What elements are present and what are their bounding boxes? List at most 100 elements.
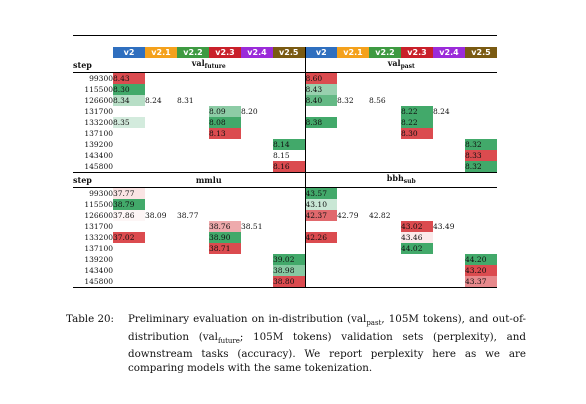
value-cell [433, 117, 465, 128]
value-cell [145, 73, 177, 85]
value-cell [209, 95, 241, 106]
value-cell [177, 128, 209, 139]
value-cell [465, 106, 497, 117]
value-cell [369, 254, 401, 265]
step-value: 133200 [84, 233, 113, 242]
value-cell [209, 210, 241, 221]
value-cell: 42.37 [305, 210, 337, 221]
table-row: 115500 38.79 43.10 [73, 199, 497, 210]
value-cell [369, 276, 401, 288]
value-cell: 8.60 [305, 72, 337, 84]
table-row: 133200 8.35 8.08 8.38 8.22 [73, 117, 497, 128]
value-cell [177, 221, 209, 232]
value-cell [209, 139, 241, 150]
value-cell [177, 106, 209, 117]
value-cell: 43.10 [305, 199, 337, 210]
value-cell: 8.16 [273, 161, 306, 173]
metric-name: mmlu [195, 174, 222, 185]
value-cell [145, 161, 177, 173]
value-cell: 43.57 [305, 187, 337, 199]
value-cell [465, 243, 497, 254]
value-cell: 8.22 [401, 117, 433, 128]
value-cell: 8.31 [177, 96, 194, 105]
value-cell [369, 232, 401, 243]
metric-subscript: past [400, 63, 415, 70]
value-cell [369, 106, 401, 117]
value-cell [401, 95, 433, 106]
value-cell [273, 84, 306, 95]
value-cell [337, 254, 369, 265]
table-row: 115500 8.30 8.43 [73, 84, 497, 95]
value-cell [337, 73, 369, 85]
caption-text: Preliminary evaluation on in-distributio… [128, 313, 527, 374]
value-cell [177, 199, 209, 210]
value-cell [177, 243, 209, 254]
value-cell [433, 210, 465, 221]
value-cell [113, 150, 145, 161]
value-cell: 38.77 [177, 211, 199, 220]
value-cell: 8.24 [433, 107, 450, 116]
value-cell [337, 128, 369, 139]
value-cell [433, 161, 465, 173]
value-cell [337, 106, 369, 117]
value-cell: 42.26 [305, 232, 337, 243]
value-cell [401, 254, 433, 265]
value-cell [273, 117, 306, 128]
value-cell [433, 128, 465, 139]
value-cell [305, 161, 337, 173]
version-header-v2.3: v2.3 [401, 47, 433, 58]
value-cell [433, 150, 465, 161]
metric-header-left: mmlu [113, 172, 306, 188]
value-cell [145, 232, 177, 243]
step-value: 115500 [84, 200, 113, 209]
value-cell [145, 84, 177, 95]
table-row: 133200 37.02 38.90 42.26 43.46 [73, 232, 497, 243]
step-header: step [73, 172, 113, 188]
value-cell [241, 188, 273, 200]
value-cell: 38.80 [273, 276, 306, 288]
value-cell: 8.09 [209, 106, 241, 117]
value-cell [241, 117, 273, 128]
results-table: v2 v2.1 v2.2 v2.3 v2.4 v2.5 v2 v2.1 v2.2 v2.3 v2.4… [73, 35, 497, 288]
value-cell: 8.34 [113, 95, 145, 106]
value-cell [209, 188, 241, 200]
value-cell [433, 95, 465, 106]
value-cell [337, 199, 369, 210]
value-cell [177, 161, 209, 173]
value-cell [401, 84, 433, 95]
value-cell: 37.02 [113, 232, 145, 243]
value-cell: 8.32 [465, 161, 497, 173]
value-cell [337, 221, 369, 232]
table-row: 139200 8.14 8.32 [73, 139, 497, 150]
value-cell [241, 243, 273, 254]
value-cell [369, 150, 401, 161]
version-header-row: v2 v2.1 v2.2 v2.3 v2.4 v2.5 v2 v2.1 v2.2 v2.3 v2.4… [73, 47, 497, 58]
version-header-v2: v2 [305, 47, 337, 58]
table-caption: Table 20: Preliminary evaluation on in-d… [66, 313, 526, 375]
block-header-row: step valfuture valpast [73, 58, 497, 73]
value-cell [369, 188, 401, 200]
value-cell [273, 106, 306, 117]
value-cell [465, 199, 497, 210]
value-cell [113, 276, 145, 288]
value-cell: 38.09 [145, 211, 167, 220]
value-cell [401, 139, 433, 150]
value-cell [401, 161, 433, 173]
value-cell [369, 73, 401, 85]
table-row: 126600 8.34 8.24 8.31 8.40 8.32 8.56 [73, 95, 497, 106]
version-header-v2.1: v2.1 [337, 47, 369, 58]
value-cell: 43.37 [465, 276, 497, 288]
value-cell [241, 232, 273, 243]
value-cell: 43.20 [465, 265, 497, 276]
step-value: 126600 [84, 211, 113, 220]
step-value: 145800 [73, 276, 113, 288]
value-cell [465, 232, 497, 243]
value-cell [465, 221, 497, 232]
table-row: 137100 38.71 44.02 [73, 243, 497, 254]
value-cell [209, 161, 241, 173]
value-cell [273, 72, 306, 84]
version-header-v2.2: v2.2 [369, 47, 401, 58]
value-cell [337, 276, 369, 288]
value-cell: 42.82 [369, 211, 391, 220]
value-cell: 37.86 [113, 210, 145, 221]
